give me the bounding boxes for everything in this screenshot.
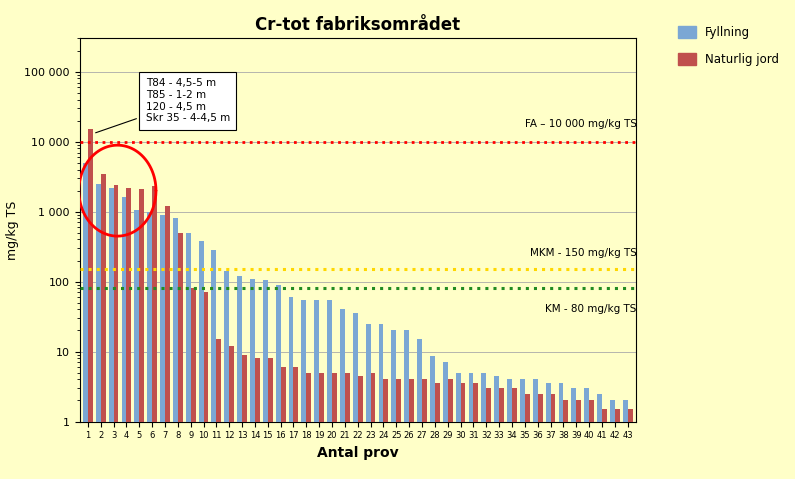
Bar: [173, 218, 178, 479]
Bar: [134, 210, 139, 479]
Bar: [417, 339, 422, 479]
Bar: [358, 376, 363, 479]
Bar: [602, 409, 607, 479]
Bar: [405, 331, 409, 479]
Bar: [293, 367, 298, 479]
Bar: [391, 331, 396, 479]
Bar: [186, 233, 191, 479]
Bar: [147, 212, 152, 479]
Bar: [564, 400, 568, 479]
Bar: [332, 373, 337, 479]
Bar: [301, 300, 306, 479]
Bar: [114, 185, 118, 479]
Bar: [550, 394, 556, 479]
Bar: [366, 324, 370, 479]
Bar: [512, 388, 517, 479]
Bar: [456, 373, 460, 479]
Text: T84 - 4,5-5 m
T85 - 1-2 m
120 - 4,5 m
Skr 35 - 4-4,5 m: T84 - 4,5-5 m T85 - 1-2 m 120 - 4,5 m Sk…: [95, 79, 230, 133]
Bar: [122, 197, 126, 479]
Bar: [353, 313, 358, 479]
Bar: [443, 363, 448, 479]
Bar: [281, 367, 285, 479]
Bar: [126, 188, 131, 479]
Bar: [289, 297, 293, 479]
Bar: [229, 346, 234, 479]
Bar: [572, 388, 576, 479]
Y-axis label: mg/kg TS: mg/kg TS: [6, 200, 19, 260]
Bar: [487, 388, 491, 479]
Bar: [96, 184, 101, 479]
Bar: [378, 324, 383, 479]
Bar: [584, 388, 589, 479]
Bar: [216, 339, 221, 479]
Title: Cr-tot fabriksområdet: Cr-tot fabriksområdet: [255, 16, 460, 34]
Bar: [211, 251, 216, 479]
Bar: [482, 373, 487, 479]
Bar: [268, 358, 273, 479]
Bar: [250, 279, 255, 479]
Bar: [263, 280, 268, 479]
Bar: [494, 376, 499, 479]
Bar: [224, 272, 229, 479]
Bar: [409, 379, 414, 479]
Bar: [473, 384, 479, 479]
Bar: [610, 400, 615, 479]
Legend: Fyllning, Naturlig jord: Fyllning, Naturlig jord: [672, 20, 785, 72]
Bar: [383, 379, 388, 479]
Bar: [306, 373, 311, 479]
X-axis label: Antal prov: Antal prov: [317, 446, 398, 460]
Bar: [525, 394, 529, 479]
Bar: [340, 309, 345, 479]
Bar: [396, 379, 401, 479]
Bar: [237, 276, 242, 479]
Bar: [314, 300, 320, 479]
Bar: [320, 373, 324, 479]
Bar: [370, 373, 375, 479]
Bar: [597, 394, 602, 479]
Bar: [422, 379, 427, 479]
Bar: [615, 409, 619, 479]
Bar: [537, 394, 542, 479]
Bar: [101, 173, 106, 479]
Bar: [545, 384, 550, 479]
Bar: [328, 300, 332, 479]
Bar: [589, 400, 594, 479]
Bar: [507, 379, 512, 479]
Bar: [468, 373, 473, 479]
Bar: [165, 206, 170, 479]
Bar: [345, 373, 350, 479]
Bar: [430, 356, 435, 479]
Text: KM - 80 mg/kg TS: KM - 80 mg/kg TS: [545, 304, 637, 314]
Bar: [139, 189, 144, 479]
Bar: [83, 163, 88, 479]
Bar: [520, 379, 525, 479]
Bar: [199, 241, 204, 479]
Text: FA – 10 000 mg/kg TS: FA – 10 000 mg/kg TS: [525, 119, 637, 129]
Bar: [435, 384, 440, 479]
Bar: [204, 293, 208, 479]
Bar: [559, 384, 564, 479]
Bar: [533, 379, 537, 479]
Bar: [109, 188, 114, 479]
Bar: [622, 400, 627, 479]
Bar: [448, 379, 452, 479]
Bar: [255, 358, 260, 479]
Bar: [88, 129, 93, 479]
Bar: [242, 355, 247, 479]
Text: MKM - 150 mg/kg TS: MKM - 150 mg/kg TS: [529, 248, 637, 258]
Bar: [499, 388, 504, 479]
Bar: [191, 288, 196, 479]
Bar: [460, 384, 465, 479]
Bar: [152, 186, 157, 479]
Bar: [576, 400, 581, 479]
Bar: [178, 233, 183, 479]
Bar: [276, 285, 281, 479]
Bar: [160, 215, 165, 479]
Bar: [627, 409, 633, 479]
